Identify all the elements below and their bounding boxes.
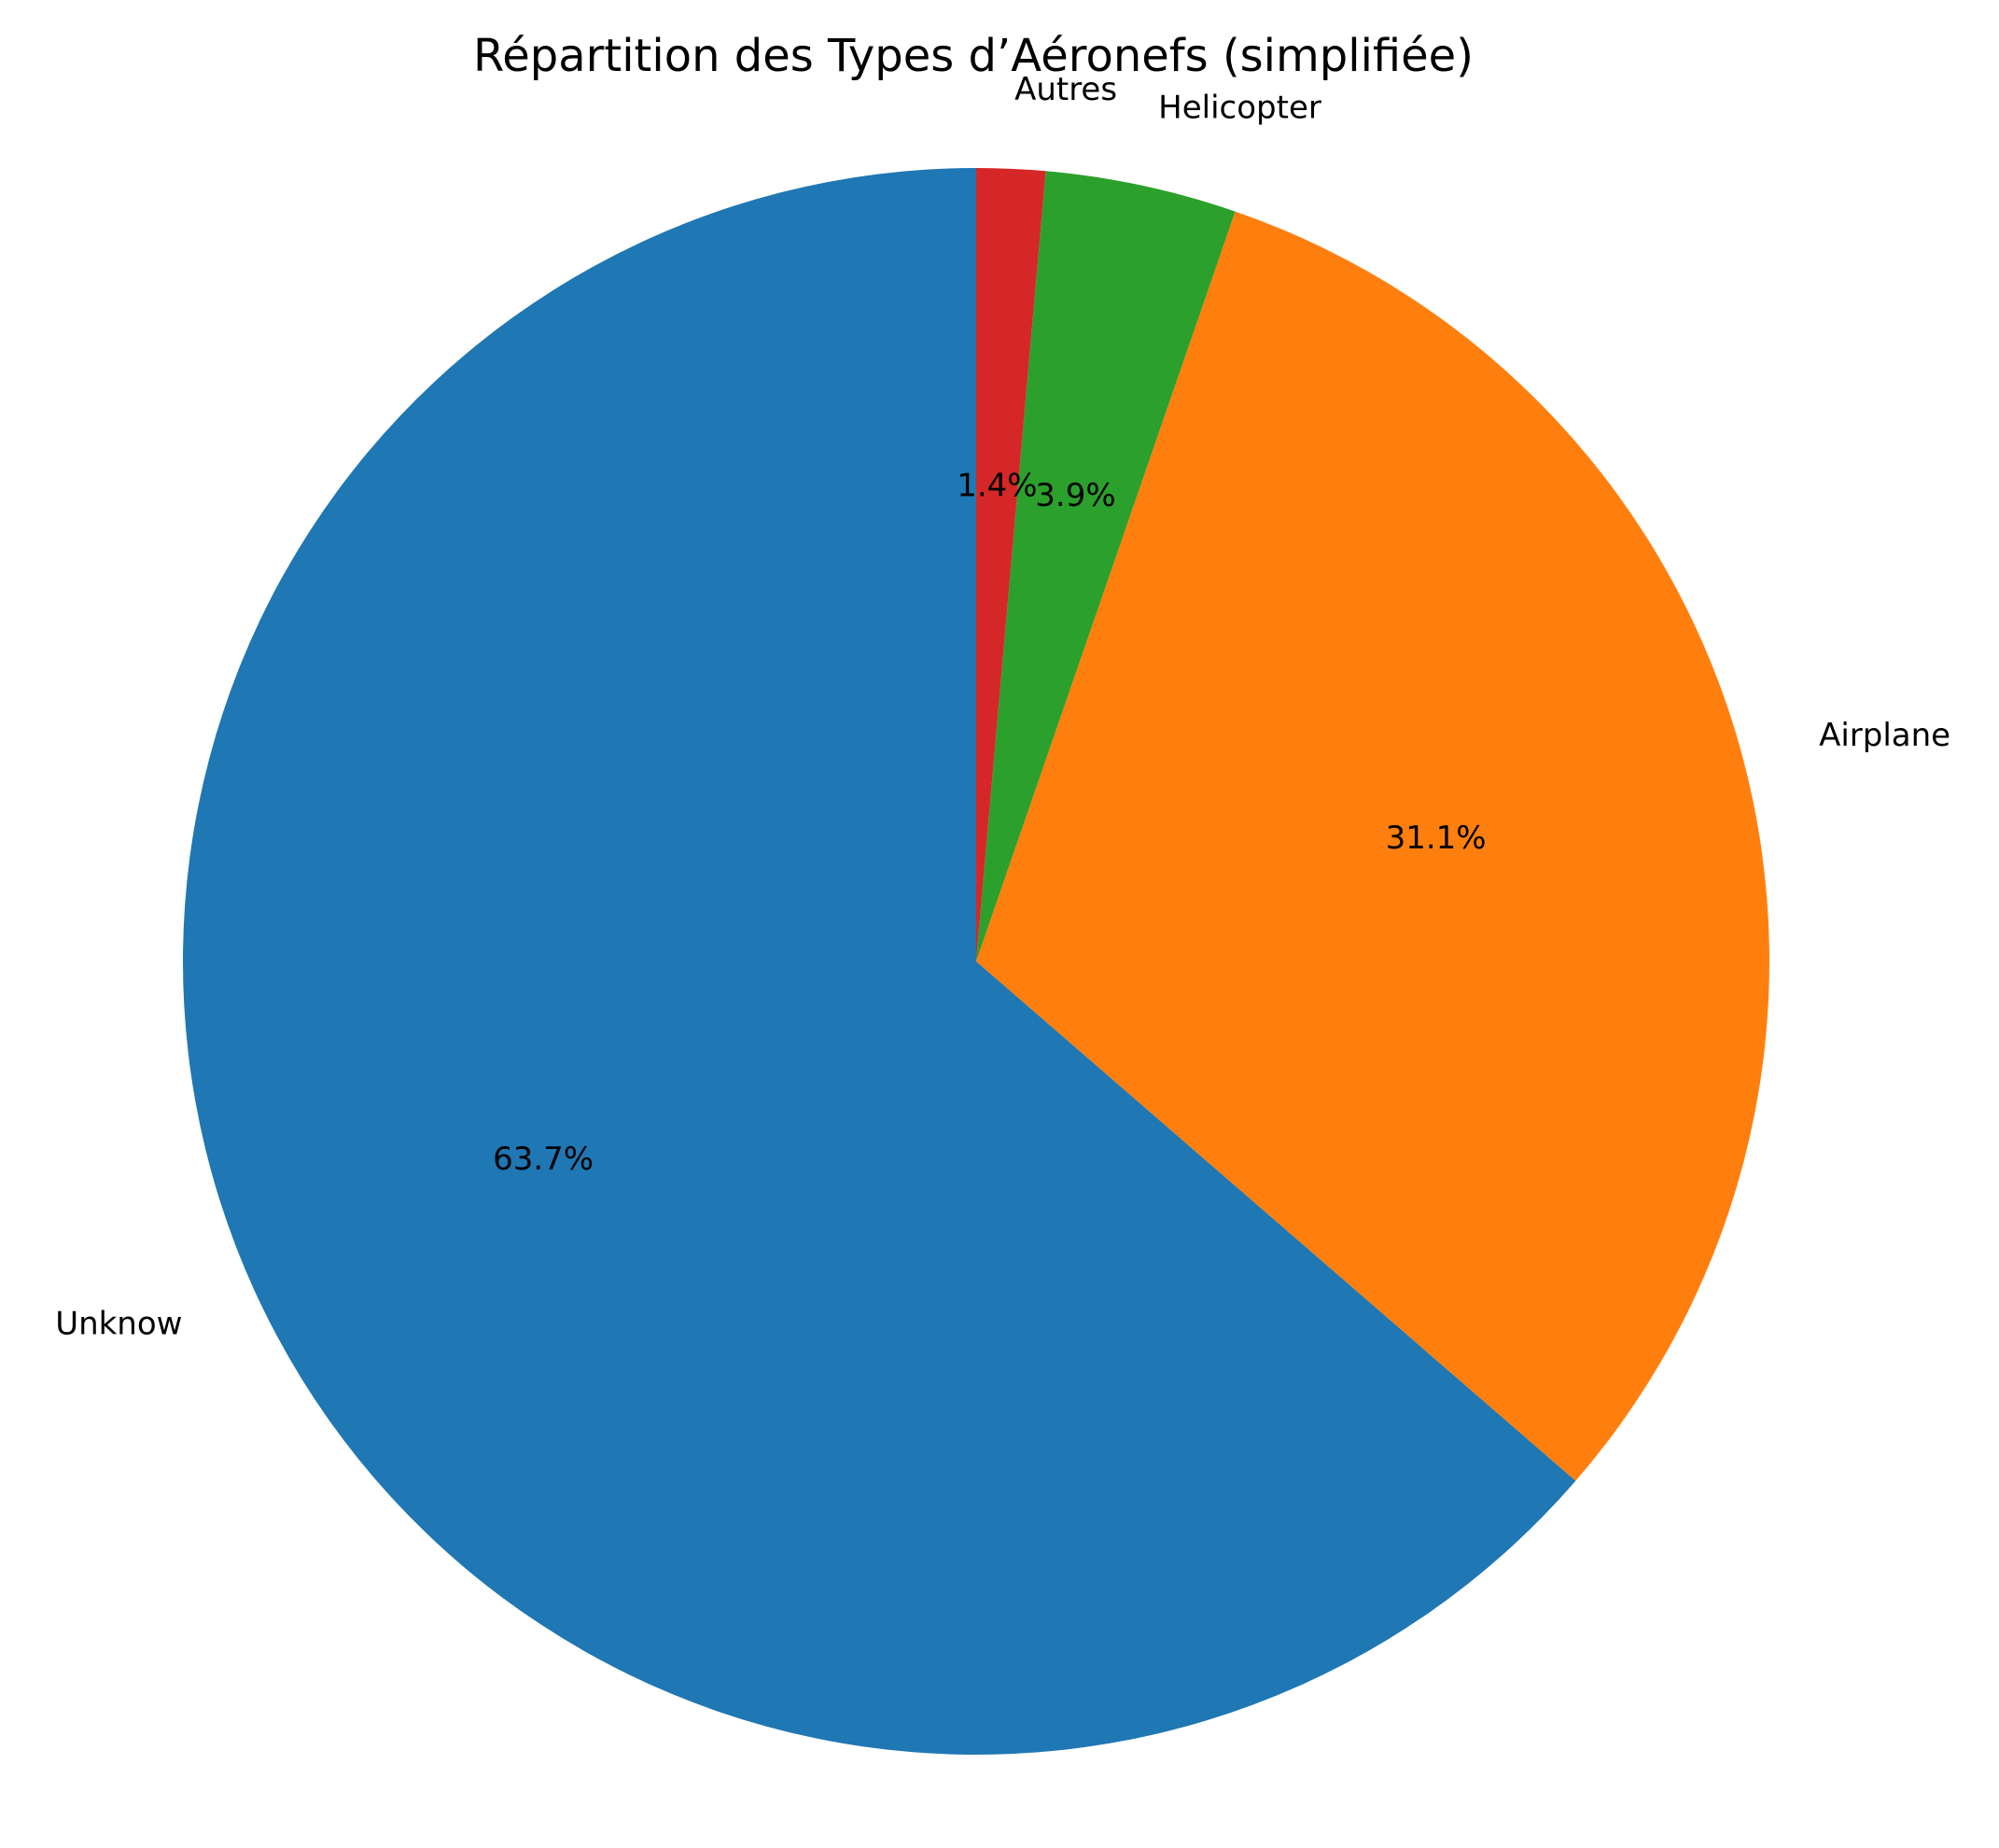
slice-pct-autres: 1.4% [957, 467, 1037, 504]
slice-label-unknow: Unknow [55, 1305, 182, 1342]
slice-pct-airplane: 31.1% [1386, 819, 1487, 857]
pie-slice-airplane [976, 211, 1769, 1481]
chart-title: Répartition des Types d’Aéronefs (simpli… [473, 30, 1474, 82]
slice-pct-helicopter: 3.9% [1035, 477, 1115, 514]
slice-pct-unknow: 63.7% [493, 1141, 594, 1178]
pie-slice-unknow [182, 167, 1576, 1755]
pie-slice-helicopter [976, 171, 1236, 961]
slice-label-airplane: Airplane [1819, 717, 1950, 754]
pie-slice-autres [976, 168, 1046, 961]
pie-slices [182, 167, 1769, 1755]
pie-labels: Unknow 63.7% Airplane 31.1% Helicopter 3.9% Au… [55, 71, 1950, 1343]
slice-label-helicopter: Helicopter [1158, 90, 1321, 127]
slice-label-autres: Autres [1014, 71, 1117, 108]
